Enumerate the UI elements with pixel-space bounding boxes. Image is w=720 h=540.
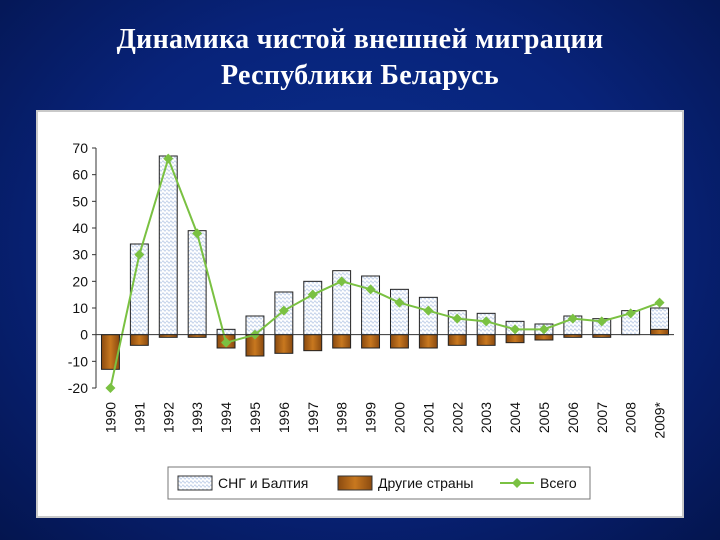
x-tick-label: 2006 bbox=[565, 402, 581, 433]
x-tick-label: 2002 bbox=[449, 402, 465, 433]
other-countries-bar bbox=[505, 334, 525, 344]
x-tick-label: 1992 bbox=[160, 402, 176, 433]
x-tick-label: 1999 bbox=[363, 402, 379, 433]
x-tick-label: 2004 bbox=[507, 402, 523, 433]
total-point bbox=[105, 383, 116, 393]
y-tick-label: 10 bbox=[72, 300, 88, 316]
axes-layer: 70 60 50 40 30 20 10 0 -10 -20 1990 1991 1992 1993 199… bbox=[68, 140, 674, 439]
bars-layer bbox=[100, 155, 670, 370]
slide-title-line-1: Динамика чистой внешней миграции bbox=[116, 24, 604, 55]
total-point bbox=[307, 289, 318, 300]
x-tick-label: 1995 bbox=[247, 402, 263, 433]
x-tick-label: 1997 bbox=[305, 402, 321, 433]
cis-bar bbox=[389, 288, 409, 336]
total-line-layer bbox=[105, 153, 665, 393]
total-point bbox=[394, 297, 405, 308]
y-tick-label: 50 bbox=[72, 193, 88, 209]
total-point bbox=[654, 297, 665, 308]
y-tick-label: 20 bbox=[72, 273, 88, 289]
x-tick-label: 1993 bbox=[189, 402, 205, 433]
x-tick-label: 2008 bbox=[623, 402, 639, 433]
chart-frame: 70 60 50 40 30 20 10 0 -10 -20 1990 1991 1992 1993 199… bbox=[36, 110, 684, 518]
cis-bar bbox=[418, 296, 438, 336]
y-tick-label: 30 bbox=[72, 247, 88, 263]
total-point bbox=[625, 308, 636, 319]
x-tick-label: 2005 bbox=[536, 402, 552, 433]
x-tick-label: 2000 bbox=[391, 402, 407, 433]
other-countries-bar bbox=[650, 328, 670, 336]
total-line bbox=[109, 155, 660, 389]
migration-chart: 70 60 50 40 30 20 10 0 -10 -20 1990 1991 1992 1993 199… bbox=[68, 140, 674, 500]
x-tick-label: 1990 bbox=[102, 402, 118, 433]
total-point bbox=[423, 305, 434, 316]
x-tick-label: 2007 bbox=[594, 402, 610, 433]
legend-total-label: Всего bbox=[540, 475, 577, 491]
total-point bbox=[163, 153, 174, 164]
total-point bbox=[538, 324, 549, 335]
cis-bar bbox=[303, 280, 323, 336]
y-tick-label: 0 bbox=[80, 327, 88, 343]
total-point bbox=[336, 276, 347, 287]
other-countries-bar bbox=[332, 334, 352, 349]
total-point bbox=[596, 316, 607, 327]
x-tick-label: 1994 bbox=[218, 402, 234, 433]
legend-other-label: Другие страны bbox=[378, 475, 474, 491]
slide-title-line-2: Республики Беларусь bbox=[220, 60, 500, 91]
other-countries-bar bbox=[476, 334, 496, 346]
total-point bbox=[510, 324, 521, 335]
x-tick-label: 1996 bbox=[276, 402, 292, 433]
other-countries-bar bbox=[100, 334, 120, 370]
y-tick-label: 60 bbox=[72, 167, 88, 183]
slide-title: Динамика чистой внешней миграции Республ… bbox=[0, 22, 720, 94]
total-point bbox=[481, 316, 492, 327]
legend-cis-swatch bbox=[177, 475, 213, 491]
other-countries-bar bbox=[303, 334, 323, 352]
y-tick-label: 70 bbox=[72, 140, 88, 156]
other-countries-bar bbox=[447, 334, 467, 346]
x-tick-label: 1998 bbox=[334, 402, 350, 433]
y-tick-label: -10 bbox=[68, 353, 88, 369]
legend-cis-label: СНГ и Балтия bbox=[218, 475, 308, 491]
total-point bbox=[221, 337, 232, 348]
other-countries-bar bbox=[389, 334, 409, 349]
legend: СНГ и Балтия Другие страны Всего bbox=[167, 466, 591, 500]
total-point bbox=[567, 313, 578, 324]
other-countries-bar bbox=[129, 334, 149, 346]
other-countries-bar bbox=[361, 334, 381, 349]
x-tick-label: 1991 bbox=[131, 402, 147, 433]
other-countries-bar bbox=[418, 334, 438, 349]
total-point bbox=[452, 313, 463, 324]
x-tick-label: 2001 bbox=[420, 402, 436, 433]
total-point bbox=[278, 305, 289, 316]
legend-other-swatch bbox=[337, 475, 373, 491]
other-countries-bar bbox=[274, 334, 294, 354]
legend-total-marker bbox=[512, 478, 522, 488]
total-point bbox=[192, 228, 203, 239]
total-point bbox=[365, 284, 376, 295]
x-tick-label: 2009* bbox=[652, 401, 668, 438]
y-tick-label: -20 bbox=[68, 380, 88, 396]
other-countries-bar bbox=[534, 334, 554, 341]
total-point bbox=[134, 249, 145, 260]
y-tick-label: 40 bbox=[72, 220, 88, 236]
cis-bar bbox=[187, 230, 207, 336]
cis-bar bbox=[216, 328, 236, 336]
x-tick-label: 2003 bbox=[478, 402, 494, 433]
